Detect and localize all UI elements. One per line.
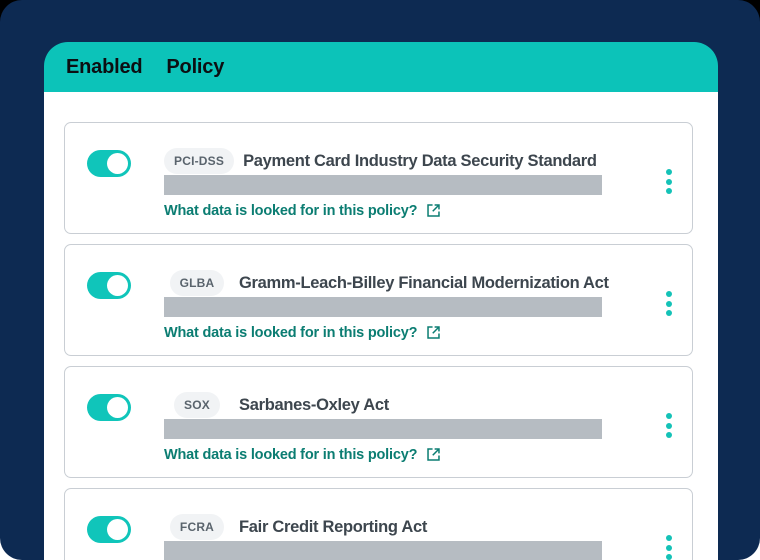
kebab-menu-button[interactable] <box>659 289 679 318</box>
kebab-menu-button[interactable] <box>659 533 679 560</box>
policy-card-glba: GLBA Gramm-Leach-Billey Financial Modern… <box>64 244 693 356</box>
kebab-menu-button[interactable] <box>659 411 679 440</box>
kebab-menu-icon <box>666 310 672 316</box>
kebab-menu-icon <box>666 300 672 307</box>
policy-title-row: SOX Sarbanes-Oxley Act <box>164 392 389 418</box>
kebab-menu-icon <box>666 422 672 429</box>
policy-badge-slot: PCI-DSS <box>164 148 235 174</box>
toggle-knob <box>107 275 128 296</box>
policy-badge: PCI-DSS <box>164 148 235 174</box>
policy-enabled-toggle[interactable] <box>87 394 131 421</box>
redacted-description-bar <box>164 419 602 439</box>
toggle-knob <box>107 153 128 174</box>
policy-details-link-label: What data is looked for in this policy? <box>164 446 418 463</box>
toggle-knob <box>107 519 128 540</box>
kebab-menu-button[interactable] <box>659 167 679 196</box>
external-link-icon <box>427 326 440 339</box>
policy-badge: SOX <box>174 392 220 418</box>
policy-enabled-toggle[interactable] <box>87 272 131 299</box>
kebab-menu-icon <box>666 535 672 541</box>
kebab-menu-icon <box>666 178 672 185</box>
kebab-menu-icon <box>666 554 672 560</box>
policy-badge: FCRA <box>169 514 225 540</box>
policy-enabled-toggle[interactable] <box>87 516 131 543</box>
redacted-description-bar <box>164 175 602 195</box>
policy-enabled-toggle[interactable] <box>87 150 131 177</box>
policies-table-header: Enabled Policy <box>44 42 718 92</box>
policy-title-row: GLBA Gramm-Leach-Billey Financial Modern… <box>164 270 609 296</box>
policy-badge: GLBA <box>169 270 225 296</box>
kebab-menu-icon <box>666 544 672 551</box>
policy-title: Payment Card Industry Data Security Stan… <box>243 151 597 170</box>
policy-column-header: Policy <box>166 55 225 78</box>
redacted-description-bar <box>164 297 602 317</box>
external-link-icon <box>427 448 440 461</box>
kebab-menu-icon <box>666 291 672 297</box>
policy-badge-slot: GLBA <box>164 270 230 296</box>
policy-title: Fair Credit Reporting Act <box>239 517 428 536</box>
policies-list: PCI-DSS Payment Card Industry Data Secur… <box>44 92 718 560</box>
policy-details-link[interactable]: What data is looked for in this policy? <box>164 324 442 341</box>
policy-card-pci-dss: PCI-DSS Payment Card Industry Data Secur… <box>64 122 693 234</box>
policy-title-row: FCRA Fair Credit Reporting Act <box>164 514 427 540</box>
redacted-description-bar <box>164 541 602 560</box>
enabled-column-header: Enabled <box>66 55 143 78</box>
toggle-knob <box>107 397 128 418</box>
kebab-menu-icon <box>666 188 672 194</box>
kebab-menu-icon <box>666 432 672 438</box>
policy-details-link-label: What data is looked for in this policy? <box>164 202 418 219</box>
policy-card-sox: SOX Sarbanes-Oxley Act What data is look… <box>64 366 693 478</box>
policy-badge-slot: SOX <box>164 392 230 418</box>
external-link-icon <box>427 204 440 217</box>
policy-details-link[interactable]: What data is looked for in this policy? <box>164 202 442 219</box>
policy-details-link[interactable]: What data is looked for in this policy? <box>164 446 442 463</box>
kebab-menu-icon <box>666 413 672 419</box>
policy-title: Sarbanes-Oxley Act <box>239 395 389 414</box>
policy-title-row: PCI-DSS Payment Card Industry Data Secur… <box>164 148 597 174</box>
policy-title: Gramm-Leach-Billey Financial Modernizati… <box>239 273 609 292</box>
kebab-menu-icon <box>666 169 672 175</box>
policy-badge-slot: FCRA <box>164 514 230 540</box>
policy-details-link-label: What data is looked for in this policy? <box>164 324 418 341</box>
policy-card-fcra: FCRA Fair Credit Reporting Act What data… <box>64 488 693 560</box>
